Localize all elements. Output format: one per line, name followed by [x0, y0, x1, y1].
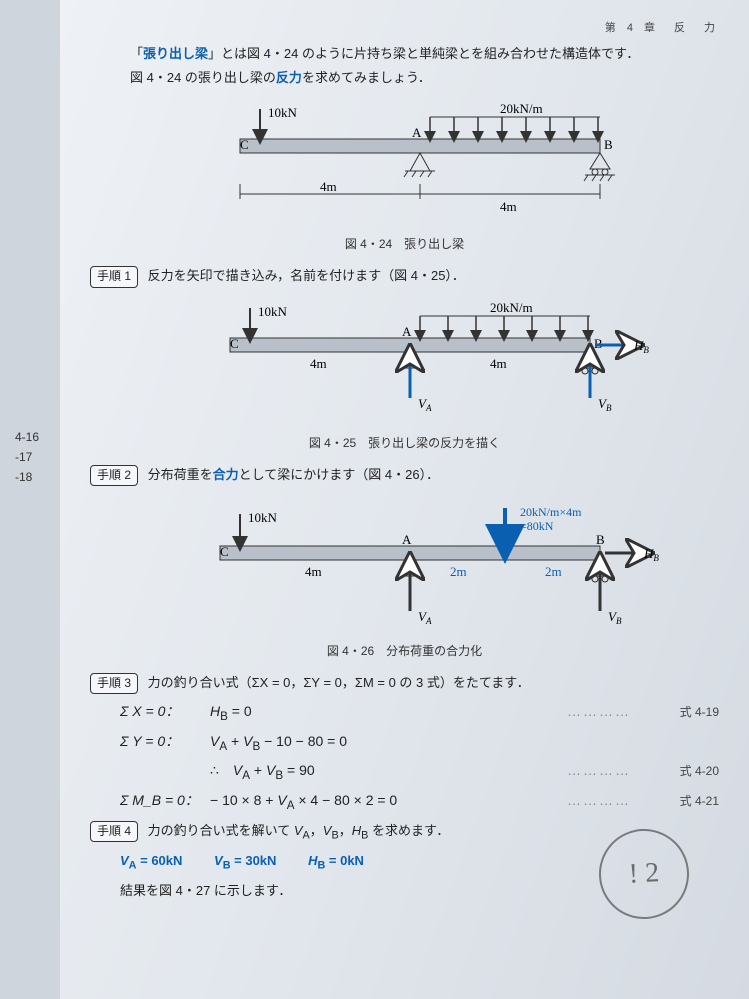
step-1-text: 反力を矢印で描き込み，名前を付けます（図 4・25）．: [148, 268, 465, 283]
figure-4-26: 10kN C A 20kN/m×4m =80kN B VA VB HB 4m 2…: [180, 496, 680, 636]
load-20knm: 20kN/m: [500, 101, 543, 116]
result-HB: HB = 0kN: [308, 853, 364, 868]
intro-line-2: 図 4・24 の張り出し梁の反力を求めてみましょう．: [130, 68, 719, 89]
svg-text:4m: 4m: [305, 564, 322, 579]
svg-text:C: C: [230, 336, 239, 351]
resultant-calc: 20kN/m×4m: [520, 505, 582, 519]
margin-ref: -17: [0, 450, 60, 464]
eq-ref-4-20: 式 4-20: [639, 762, 719, 781]
eq-sumX-label: Σ X = 0：: [120, 700, 210, 722]
load-10kn: 10kN: [268, 105, 298, 120]
dim-4m-right: 4m: [500, 199, 517, 214]
result-VB: VB = 30kN: [214, 853, 276, 868]
eq-sumY-label: Σ Y = 0：: [120, 730, 210, 752]
eq-sumMB-label: Σ M_B = 0：: [120, 789, 210, 811]
reaction-VA: VA: [418, 396, 432, 413]
svg-text:VA: VA: [418, 609, 432, 626]
left-margin: 4-16 -17 -18: [0, 0, 60, 999]
term-reaction: 反力: [276, 70, 302, 85]
step-4-text: 力の釣り合い式を解いて VA，VB，HB を求めます．: [148, 823, 450, 838]
page-body: 第 4 章 反 力 「張り出し梁」とは図 4・24 のように片持ち梁と単純梁とを…: [60, 0, 749, 999]
fig-4-25-caption: 図 4・25 張り出し梁の反力を描く: [90, 434, 719, 453]
svg-text:C: C: [220, 544, 229, 559]
equilibrium-equations: Σ X = 0： HB = 0 ………… 式 4-19 Σ Y = 0： VA …: [120, 700, 719, 815]
figure-4-25: 10kN C A 20kN/m B VA VB HB 4m 4m: [190, 298, 670, 428]
svg-text:A: A: [402, 324, 412, 339]
svg-text:HB: HB: [643, 546, 659, 563]
step-3-text: 力の釣り合い式（ΣX = 0，ΣY = 0，ΣM = 0 の 3 式）をたてます…: [148, 675, 530, 690]
label-C: C: [240, 137, 249, 152]
svg-text:A: A: [402, 532, 412, 547]
eq-ref-4-21: 式 4-21: [639, 792, 719, 811]
chapter-header: 第 4 章 反 力: [90, 20, 719, 38]
reaction-VB: VB: [598, 396, 612, 413]
label-B: B: [604, 137, 613, 152]
step-2-label: 手順 2: [90, 465, 138, 486]
margin-ref: 4-16: [0, 430, 60, 444]
step-1: 手順 1 反力を矢印で描き込み，名前を付けます（図 4・25）．: [90, 266, 719, 287]
reaction-HB: HB: [633, 338, 649, 355]
figure-4-24: 10kN C A 20kN/m B 4m 4m: [200, 99, 640, 229]
step-1-label: 手順 1: [90, 266, 138, 287]
svg-text:4m: 4m: [310, 356, 327, 371]
step-3-label: 手順 3: [90, 673, 138, 694]
label-A: A: [412, 125, 422, 140]
svg-text:20kN/m: 20kN/m: [490, 300, 533, 315]
svg-text:2m: 2m: [450, 564, 467, 579]
eq-ref-4-19: 式 4-19: [639, 703, 719, 722]
dim-4m-left: 4m: [320, 179, 337, 194]
step-2: 手順 2 分布荷重を合力として梁にかけます（図 4・26）．: [90, 465, 719, 486]
result-VA: VA = 60kN: [120, 853, 182, 868]
svg-text:B: B: [596, 532, 605, 547]
margin-ref: -18: [0, 470, 60, 484]
intro-line-1: 「張り出し梁」とは図 4・24 のように片持ち梁と単純梁とを組み合わせた構造体で…: [130, 44, 719, 65]
svg-text:10kN: 10kN: [258, 304, 288, 319]
term-resultant: 合力: [213, 467, 239, 482]
fig-4-26-caption: 図 4・26 分布荷重の合力化: [90, 642, 719, 661]
svg-text:10kN: 10kN: [248, 510, 278, 525]
step-3: 手順 3 力の釣り合い式（ΣX = 0，ΣY = 0，ΣM = 0 の 3 式）…: [90, 673, 719, 694]
term-overhang-beam: 張り出し梁: [143, 46, 208, 61]
step-4-label: 手順 4: [90, 821, 138, 842]
svg-text:4m: 4m: [490, 356, 507, 371]
resultant-value: =80kN: [520, 519, 554, 533]
svg-text:VB: VB: [608, 609, 622, 626]
svg-text:2m: 2m: [545, 564, 562, 579]
fig-4-24-caption: 図 4・24 張り出し梁: [90, 235, 719, 254]
